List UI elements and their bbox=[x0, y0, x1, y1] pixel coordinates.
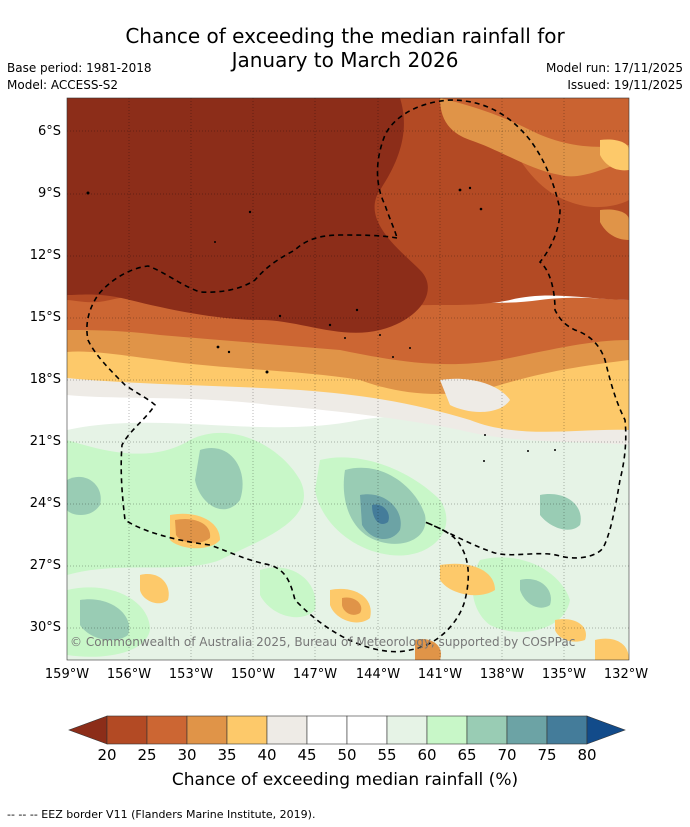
lat-label: 6°S bbox=[37, 124, 61, 139]
lat-label: 18°S bbox=[29, 372, 61, 387]
colorbar bbox=[68, 715, 626, 745]
colorbar-bin bbox=[186, 715, 228, 745]
title-line1: Chance of exceeding the median rainfall … bbox=[125, 24, 565, 48]
colorbar-bin bbox=[306, 715, 348, 745]
colorbar-bin bbox=[146, 715, 188, 745]
base-period-text: Base period: 1981-2018 bbox=[7, 61, 152, 75]
chart-title: Chance of exceeding the median rainfall … bbox=[0, 24, 690, 72]
title-line2: January to March 2026 bbox=[231, 48, 459, 72]
colorbar-bin bbox=[546, 715, 588, 745]
colorbar-tick-label: 30 bbox=[177, 746, 197, 764]
lon-label: 144°W bbox=[355, 667, 401, 682]
colorbar-bin bbox=[386, 715, 428, 745]
lon-label: 141°W bbox=[417, 667, 463, 682]
copyright-text: © Commonwealth of Australia 2025, Bureau… bbox=[70, 635, 575, 649]
colorbar-bin bbox=[506, 715, 548, 745]
colorbar-tick-label: 25 bbox=[137, 746, 157, 764]
colorbar-bin bbox=[266, 715, 308, 745]
colorbar-tick-label: 35 bbox=[217, 746, 237, 764]
colorbar-bin bbox=[426, 715, 468, 745]
lat-label: 21°S bbox=[29, 434, 61, 449]
colorbar-extend-low bbox=[68, 715, 108, 745]
model-text: Model: ACCESS-S2 bbox=[7, 78, 119, 92]
graticule bbox=[67, 98, 629, 660]
lat-label: 30°S bbox=[29, 620, 61, 635]
colorbar-tick-label: 20 bbox=[97, 746, 117, 764]
map-fill bbox=[67, 98, 629, 660]
lon-label: 132°W bbox=[603, 667, 649, 682]
colorbar-tick-label: 80 bbox=[577, 746, 597, 764]
lon-label: 156°W bbox=[106, 667, 152, 682]
model-run-text: Model run: 17/11/2025 bbox=[545, 61, 683, 75]
meta-right: Model run: 17/11/2025 Issued: 19/11/2025 bbox=[546, 60, 683, 94]
colorbar-bin bbox=[226, 715, 268, 745]
colorbar-bin bbox=[346, 715, 388, 745]
colorbar-label: Chance of exceeding median rainfall (%) bbox=[171, 770, 519, 790]
issued-text: Issued: 19/11/2025 bbox=[567, 78, 683, 92]
lon-label: 147°W bbox=[292, 667, 338, 682]
colorbar-tick-label: 40 bbox=[257, 746, 277, 764]
colorbar-tick-label: 55 bbox=[377, 746, 397, 764]
lon-label: 138°W bbox=[479, 667, 525, 682]
colorbar-tick-label: 65 bbox=[457, 746, 477, 764]
colorbar-tick-label: 50 bbox=[337, 746, 357, 764]
lat-label: 24°S bbox=[29, 496, 61, 511]
eez-footnote: -- -- -- EEZ border V11 (Flanders Marine… bbox=[7, 808, 316, 821]
lat-label: 12°S bbox=[29, 248, 61, 263]
islands bbox=[86, 186, 556, 462]
colorbar-extend-high bbox=[586, 715, 626, 745]
colorbar-tick-label: 70 bbox=[497, 746, 517, 764]
meta-left: Base period: 1981-2018 Model: ACCESS-S2 bbox=[7, 60, 152, 94]
lat-label: 9°S bbox=[37, 186, 61, 201]
lat-label: 27°S bbox=[29, 558, 61, 573]
colorbar-tick-label: 60 bbox=[417, 746, 437, 764]
colorbar-bin bbox=[466, 715, 508, 745]
colorbar-tick-label: 75 bbox=[537, 746, 557, 764]
lon-label: 153°W bbox=[168, 667, 214, 682]
lat-label: 15°S bbox=[29, 310, 61, 325]
map-frame bbox=[66, 97, 630, 661]
lon-label: 150°W bbox=[230, 667, 276, 682]
colorbar-tick-label: 45 bbox=[297, 746, 317, 764]
colorbar-bin bbox=[106, 715, 148, 745]
lon-label: 159°W bbox=[44, 667, 90, 682]
lon-label: 135°W bbox=[541, 667, 587, 682]
